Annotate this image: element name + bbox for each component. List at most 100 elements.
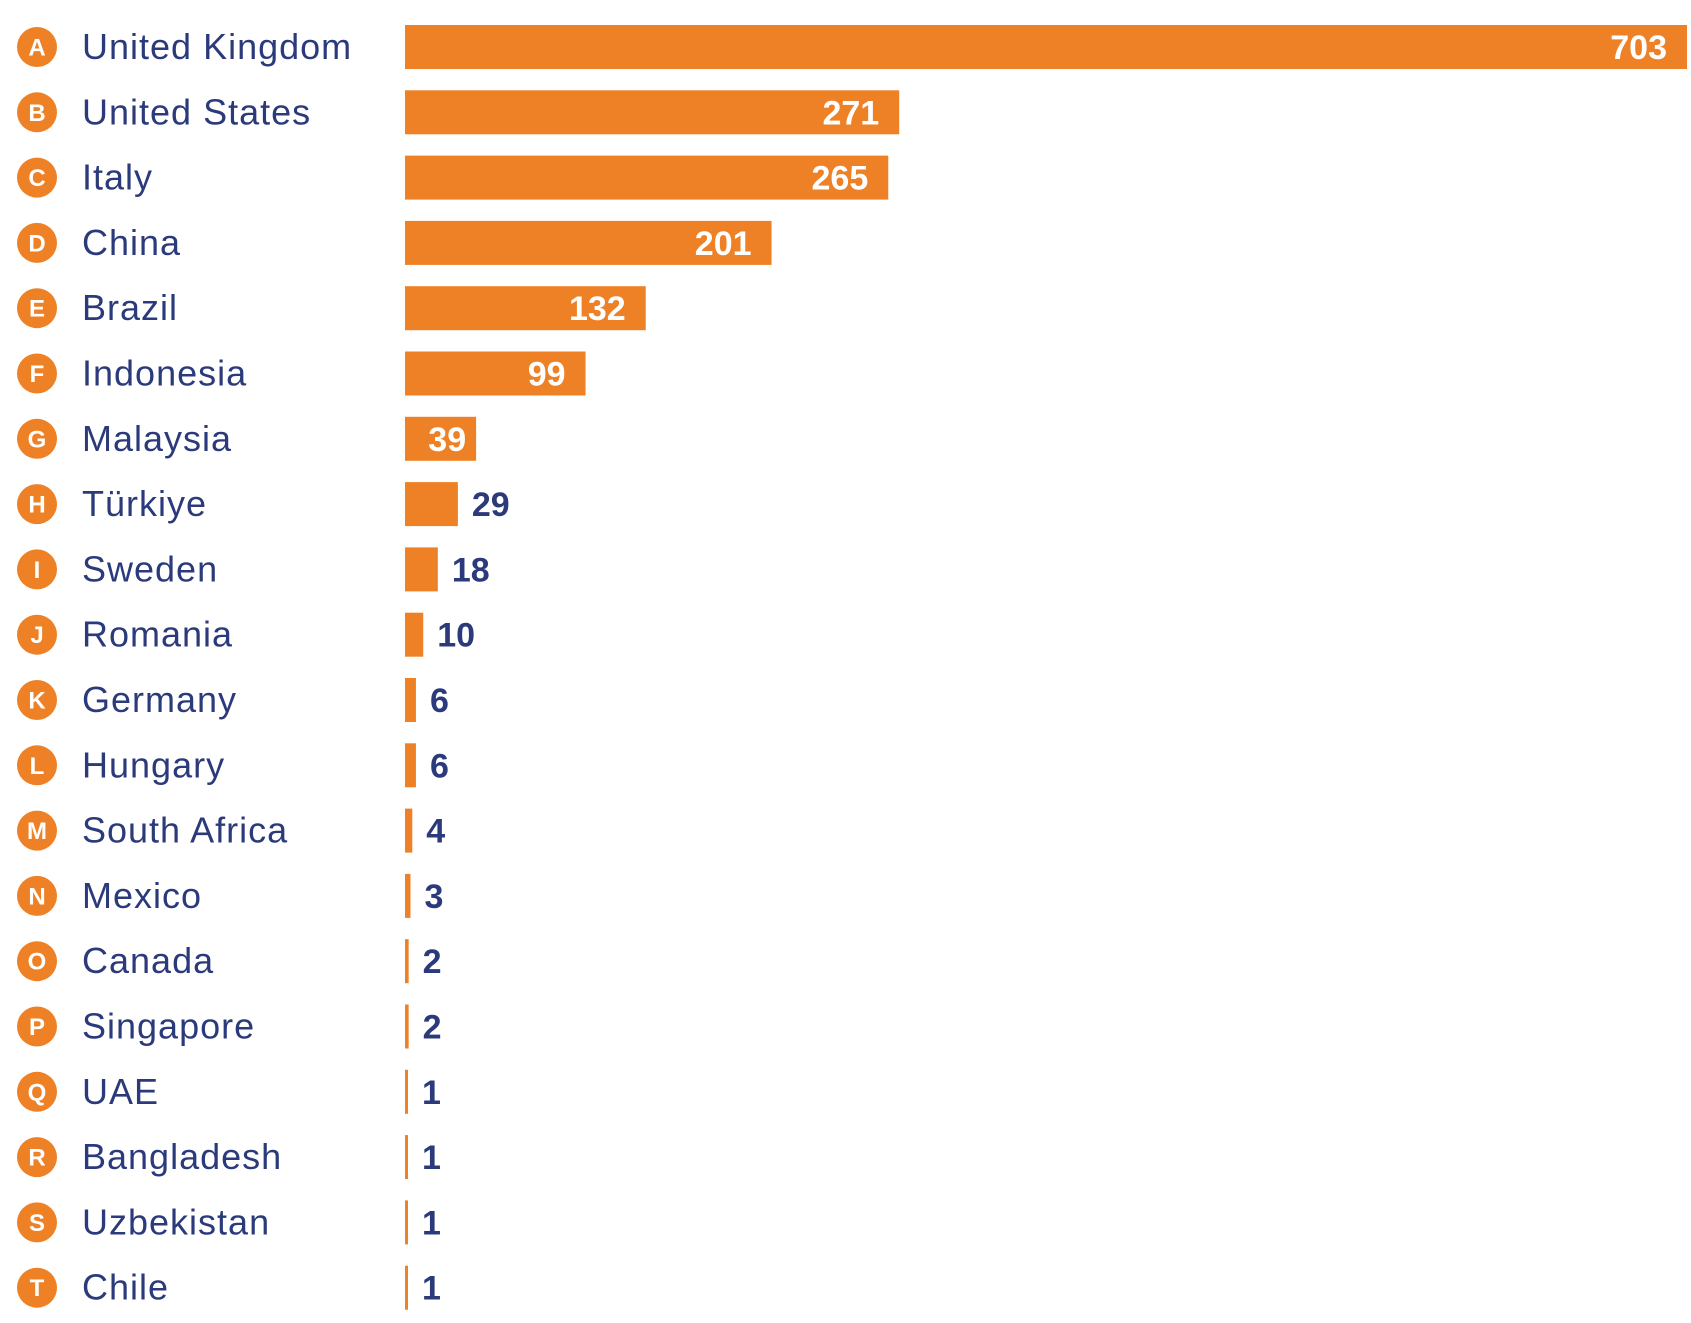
marker-circle	[17, 1071, 57, 1112]
marker-circle	[17, 875, 57, 916]
bar	[405, 939, 409, 984]
marker-circle	[17, 549, 57, 590]
value-label: 4	[426, 813, 445, 851]
bar-row: R Bangladesh 1	[17, 1135, 441, 1180]
value-label: 1	[422, 1139, 441, 1177]
bar-row: I Sweden 18	[17, 547, 490, 592]
marker-letter: R	[28, 1145, 45, 1172]
category-label: Bangladesh	[82, 1136, 282, 1177]
bar-row: Q UAE 1	[17, 1069, 441, 1114]
bar	[405, 743, 416, 788]
bar	[405, 351, 586, 396]
value-label: 1	[422, 1074, 441, 1112]
value-label: 201	[695, 225, 752, 263]
value-label: 2	[423, 943, 442, 981]
bar	[405, 808, 413, 853]
marker-letter: P	[29, 1014, 45, 1041]
marker-circle	[17, 745, 57, 786]
marker-letter: S	[29, 1210, 45, 1237]
marker-letter: J	[30, 622, 43, 649]
marker-circle	[17, 288, 57, 329]
category-label: China	[82, 222, 181, 263]
category-label: Sweden	[82, 548, 218, 589]
value-label: 6	[430, 747, 449, 785]
bar-row: P Singapore 2	[17, 1004, 442, 1049]
marker-letter: E	[29, 296, 45, 323]
value-label: 10	[437, 617, 475, 655]
value-label: 132	[569, 290, 626, 328]
value-label: 29	[472, 486, 510, 524]
marker-letter: B	[28, 100, 45, 127]
bar-row: G Malaysia 39	[17, 416, 477, 461]
value-label: 2	[423, 1009, 442, 1047]
category-label: Türkiye	[82, 483, 207, 524]
bar	[405, 286, 646, 331]
bar	[405, 155, 889, 200]
marker-circle	[17, 1202, 57, 1243]
value-label: 1	[422, 1270, 441, 1308]
bar	[405, 547, 438, 592]
value-label: 271	[822, 94, 879, 132]
category-label: Germany	[82, 679, 237, 720]
bar	[405, 678, 416, 722]
bar	[405, 1265, 408, 1310]
marker-circle	[17, 1267, 57, 1308]
category-label: United States	[82, 91, 311, 132]
bar	[405, 220, 772, 265]
bar	[405, 416, 477, 461]
category-label: South Africa	[82, 810, 288, 851]
category-label: Chile	[82, 1267, 169, 1308]
category-label: Uzbekistan	[82, 1201, 270, 1242]
marker-circle	[17, 27, 57, 67]
category-label: Singapore	[82, 1006, 255, 1047]
category-label: Romania	[82, 614, 233, 655]
category-label: Indonesia	[82, 353, 247, 394]
category-label: United Kingdom	[82, 26, 352, 67]
value-label: 99	[528, 356, 566, 394]
bar-row: H Türkiye 29	[17, 482, 510, 527]
marker-letter: Q	[28, 1079, 47, 1106]
bar-row: F Indonesia 99	[17, 351, 586, 396]
marker-letter: A	[28, 35, 45, 62]
marker-circle	[17, 1137, 57, 1178]
category-label: Canada	[82, 940, 214, 981]
chart-rows: A United Kingdom 703 B United States 271 C Ital…	[17, 25, 1687, 1310]
marker-letter: N	[28, 883, 45, 910]
marker-letter: I	[34, 557, 41, 584]
bar-row: E Brazil 132	[17, 286, 646, 331]
bar-row: T Chile 1	[17, 1265, 441, 1310]
marker-letter: C	[28, 165, 45, 192]
value-label: 1	[422, 1204, 441, 1242]
category-label: Brazil	[82, 287, 178, 328]
marker-letter: K	[28, 688, 46, 715]
value-label: 6	[430, 682, 449, 720]
category-label: Malaysia	[82, 418, 232, 459]
marker-circle	[17, 680, 57, 720]
marker-letter: L	[30, 753, 45, 780]
bar-row: C Italy 265	[17, 155, 889, 200]
marker-circle	[17, 418, 57, 459]
bar-row: D China 201	[17, 220, 772, 265]
marker-letter: F	[30, 361, 45, 388]
bar-row: B United States 271	[17, 90, 900, 135]
marker-circle	[17, 157, 57, 198]
marker-letter: O	[28, 949, 47, 976]
bar	[405, 1135, 408, 1180]
marker-circle	[17, 92, 57, 133]
bar-row: N Mexico 3	[17, 873, 443, 918]
bar	[405, 873, 411, 918]
value-label: 3	[424, 878, 443, 916]
marker-circle	[17, 222, 57, 263]
bar	[405, 90, 900, 135]
category-label: Italy	[82, 157, 153, 198]
bar	[405, 25, 1687, 69]
value-label: 18	[452, 551, 490, 589]
bar-row: O Canada 2	[17, 939, 442, 984]
bar-row: K Germany 6	[17, 678, 449, 722]
marker-letter: G	[28, 426, 47, 453]
bar	[405, 1200, 408, 1245]
marker-letter: T	[30, 1275, 45, 1302]
marker-circle	[17, 614, 57, 655]
marker-circle	[17, 353, 57, 394]
